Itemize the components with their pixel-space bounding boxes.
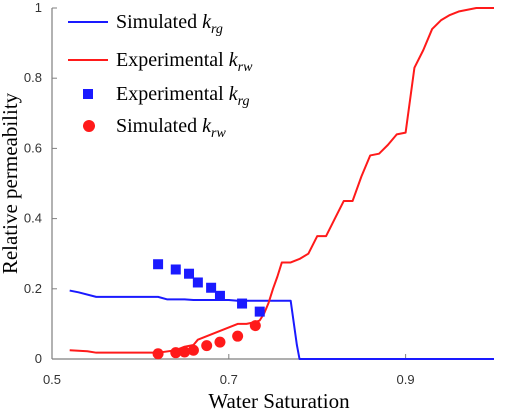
- data-point-experimental-krg: [214, 290, 225, 301]
- x-tick-label: 0.7: [220, 372, 238, 387]
- data-point-simulated-krw: [232, 330, 244, 342]
- y-tick-label: 0.4: [24, 211, 42, 226]
- y-tick-label: 0.2: [24, 281, 42, 296]
- legend-label-simulated-krw: Simulated krw: [116, 115, 226, 141]
- data-point-experimental-krg: [206, 282, 217, 293]
- data-point-experimental-krg: [153, 259, 164, 270]
- y-axis-title: Relative permeability: [0, 92, 22, 274]
- legend: Simulated krg Experimental krw Experimenta…: [68, 11, 253, 141]
- series-line-simulated-krg: [69, 289, 494, 360]
- x-tick-label: 0.5: [43, 372, 61, 387]
- legend-label-simulated-krg: Simulated krg: [116, 11, 223, 37]
- y-tick-label: 0.8: [24, 70, 42, 85]
- y-tick-label: 0: [35, 351, 42, 366]
- legend-label-experimental-krw: Experimental krw: [116, 49, 253, 75]
- data-point-experimental-krg: [254, 306, 265, 317]
- data-point-experimental-krg: [192, 277, 203, 288]
- data-point-experimental-krg: [170, 264, 181, 275]
- x-tick-label: 0.9: [397, 372, 415, 387]
- data-point-experimental-krg: [184, 268, 195, 279]
- data-point-simulated-krw: [249, 320, 261, 332]
- plot-area: [69, 7, 494, 360]
- data-point-simulated-krw: [214, 336, 226, 348]
- legend-swatch-experimental-krg: [83, 89, 93, 99]
- y-tick-label: 0.6: [24, 140, 42, 155]
- data-point-simulated-krw: [201, 340, 213, 352]
- data-point-simulated-krw: [187, 344, 199, 356]
- data-point-simulated-krw: [152, 348, 164, 360]
- x-axis-title: Water Saturation: [208, 389, 350, 413]
- data-point-simulated-krw: [170, 347, 182, 359]
- y-tick-label: 1: [35, 0, 42, 15]
- legend-label-experimental-krg: Experimental krg: [116, 83, 250, 109]
- data-point-experimental-krg: [237, 298, 248, 309]
- legend-swatch-simulated-krw: [83, 120, 95, 132]
- data-point-simulated-krw: [179, 346, 191, 358]
